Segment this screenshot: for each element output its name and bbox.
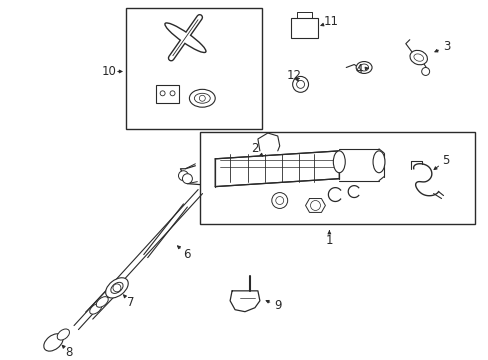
Circle shape xyxy=(275,197,283,204)
Circle shape xyxy=(160,91,165,96)
Ellipse shape xyxy=(355,62,371,73)
Text: 6: 6 xyxy=(183,248,190,261)
Ellipse shape xyxy=(372,151,384,173)
Ellipse shape xyxy=(89,303,102,314)
Text: 2: 2 xyxy=(251,143,258,156)
Text: 9: 9 xyxy=(273,299,281,312)
Ellipse shape xyxy=(194,93,210,103)
Text: 4: 4 xyxy=(355,63,362,76)
Ellipse shape xyxy=(57,329,69,340)
Bar xyxy=(290,18,318,38)
Text: 10: 10 xyxy=(102,65,116,78)
Ellipse shape xyxy=(189,89,215,107)
Ellipse shape xyxy=(111,282,123,293)
Circle shape xyxy=(421,67,429,76)
Ellipse shape xyxy=(164,23,205,53)
Ellipse shape xyxy=(413,54,423,61)
Text: 11: 11 xyxy=(323,15,338,28)
Ellipse shape xyxy=(409,50,427,65)
Circle shape xyxy=(296,80,304,88)
Circle shape xyxy=(170,91,175,96)
Circle shape xyxy=(310,201,320,211)
Ellipse shape xyxy=(359,64,368,71)
Text: 3: 3 xyxy=(442,40,449,53)
Circle shape xyxy=(271,193,287,208)
Bar xyxy=(125,8,262,129)
Text: 12: 12 xyxy=(286,69,302,82)
Text: 7: 7 xyxy=(127,296,134,309)
Ellipse shape xyxy=(96,297,108,307)
Text: 5: 5 xyxy=(441,154,448,167)
Text: 8: 8 xyxy=(65,346,73,359)
Circle shape xyxy=(178,171,188,181)
Ellipse shape xyxy=(105,278,128,298)
Text: 1: 1 xyxy=(325,234,332,247)
Ellipse shape xyxy=(333,151,345,173)
Circle shape xyxy=(113,284,121,292)
Bar xyxy=(155,85,179,103)
Circle shape xyxy=(182,174,192,184)
Ellipse shape xyxy=(44,334,63,351)
Bar xyxy=(200,132,474,224)
Circle shape xyxy=(292,76,308,92)
Circle shape xyxy=(199,95,205,101)
